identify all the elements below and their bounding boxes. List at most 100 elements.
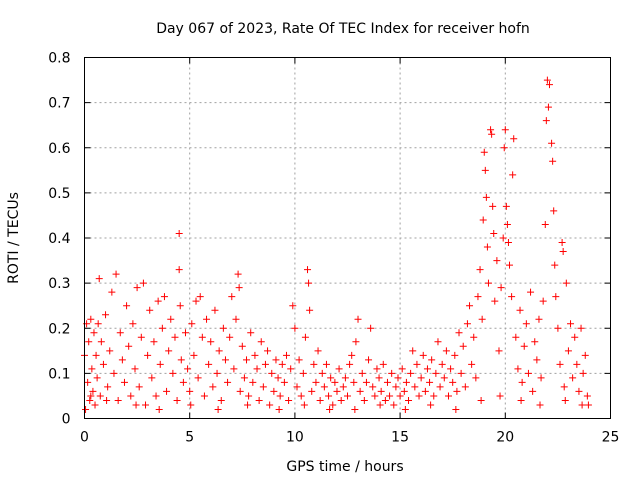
data-point bbox=[293, 383, 301, 391]
data-point bbox=[155, 405, 163, 413]
data-point bbox=[527, 288, 535, 296]
data-point bbox=[261, 360, 269, 368]
data-point bbox=[326, 405, 334, 413]
y-tick-label: 0.8 bbox=[48, 51, 70, 67]
data-point bbox=[504, 239, 512, 247]
data-point bbox=[550, 207, 558, 215]
data-point bbox=[102, 311, 110, 319]
data-point bbox=[539, 297, 547, 305]
data-point bbox=[175, 229, 183, 237]
data-point bbox=[470, 333, 478, 341]
data-point bbox=[520, 342, 528, 350]
y-tick-label: 0.7 bbox=[48, 96, 70, 112]
data-point bbox=[186, 387, 194, 395]
data-point bbox=[152, 392, 160, 400]
data-point bbox=[219, 324, 227, 332]
data-points bbox=[81, 76, 592, 413]
data-point bbox=[175, 266, 183, 274]
data-point bbox=[419, 351, 427, 359]
data-point bbox=[85, 338, 93, 346]
data-point bbox=[487, 126, 495, 134]
data-point bbox=[139, 279, 147, 287]
data-point bbox=[247, 329, 255, 337]
data-point bbox=[266, 401, 274, 409]
data-point bbox=[325, 392, 333, 400]
data-point bbox=[181, 329, 189, 337]
data-point bbox=[386, 392, 394, 400]
data-point bbox=[232, 315, 240, 323]
data-point bbox=[434, 338, 442, 346]
data-point bbox=[322, 360, 330, 368]
data-point bbox=[373, 365, 381, 373]
data-point bbox=[496, 392, 504, 400]
data-point bbox=[573, 360, 581, 368]
y-tick-label: 0.6 bbox=[48, 141, 70, 157]
data-point bbox=[428, 356, 436, 364]
data-point bbox=[308, 387, 316, 395]
data-point bbox=[132, 401, 140, 409]
data-point bbox=[369, 383, 377, 391]
x-axis-label: GPS time / hours bbox=[286, 459, 403, 475]
data-point bbox=[291, 324, 299, 332]
data-point bbox=[478, 315, 486, 323]
data-point bbox=[234, 270, 242, 278]
data-point bbox=[427, 401, 435, 409]
data-point bbox=[146, 306, 154, 314]
data-point bbox=[551, 261, 559, 269]
data-point bbox=[95, 275, 103, 283]
data-point bbox=[442, 347, 450, 355]
data-point bbox=[116, 329, 124, 337]
y-tick-label: 0.3 bbox=[48, 276, 70, 292]
data-point bbox=[409, 347, 417, 355]
data-point bbox=[264, 347, 272, 355]
data-point bbox=[490, 229, 498, 237]
data-point bbox=[304, 266, 312, 274]
y-tick-label: 0.5 bbox=[48, 186, 70, 202]
data-point bbox=[240, 374, 248, 382]
data-point bbox=[402, 378, 410, 386]
data-point bbox=[400, 387, 408, 395]
data-point bbox=[405, 396, 413, 404]
data-point bbox=[287, 365, 295, 373]
data-point bbox=[238, 342, 246, 350]
y-tick-label: 0.4 bbox=[48, 231, 70, 247]
y-tick-label: 0 bbox=[62, 412, 71, 428]
data-point bbox=[156, 360, 164, 368]
data-point bbox=[305, 279, 313, 287]
data-point bbox=[482, 193, 490, 201]
data-point bbox=[135, 383, 143, 391]
data-point bbox=[331, 378, 339, 386]
data-point bbox=[376, 401, 384, 409]
data-point bbox=[320, 383, 328, 391]
data-point bbox=[259, 383, 267, 391]
data-point bbox=[99, 360, 107, 368]
data-point bbox=[299, 369, 307, 377]
data-point bbox=[127, 392, 135, 400]
data-point bbox=[137, 333, 145, 341]
data-point bbox=[276, 392, 284, 400]
data-point bbox=[535, 315, 543, 323]
data-point bbox=[165, 347, 173, 355]
data-point bbox=[316, 396, 324, 404]
data-point bbox=[341, 374, 349, 382]
data-point bbox=[327, 374, 335, 382]
data-point bbox=[449, 378, 457, 386]
data-point bbox=[110, 369, 118, 377]
data-point bbox=[318, 369, 326, 377]
data-point bbox=[392, 383, 400, 391]
data-point bbox=[150, 338, 158, 346]
data-point bbox=[230, 365, 238, 373]
data-point bbox=[430, 392, 438, 400]
data-point bbox=[581, 351, 589, 359]
data-point bbox=[354, 315, 362, 323]
data-point bbox=[176, 302, 184, 310]
data-point bbox=[96, 392, 104, 400]
data-point bbox=[88, 365, 96, 373]
data-point bbox=[459, 342, 467, 350]
data-point bbox=[214, 405, 222, 413]
y-axis-label: ROTI / TECUs bbox=[6, 192, 22, 284]
data-point bbox=[337, 396, 345, 404]
data-point bbox=[541, 220, 549, 228]
data-point bbox=[388, 369, 396, 377]
